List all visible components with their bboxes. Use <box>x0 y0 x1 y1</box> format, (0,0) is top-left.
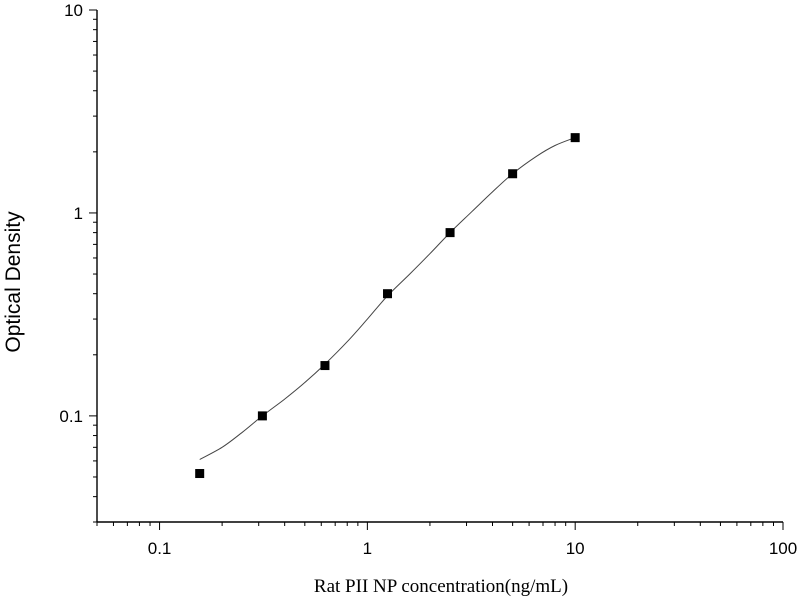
y-axis: 0.1 1 10 <box>59 1 97 523</box>
data-point <box>320 361 330 371</box>
data-point <box>195 469 205 479</box>
y-tick-label: 0.1 <box>59 407 83 426</box>
x-tick-label: 1 <box>363 539 372 558</box>
x-axis-title: Rat PII NP concentration(ng/mL) <box>314 576 568 597</box>
data-point <box>383 289 393 299</box>
y-axis-title: Optical Density <box>2 211 25 353</box>
x-tick-label: 10 <box>566 539 585 558</box>
data-point <box>257 411 267 421</box>
y-tick-label: 10 <box>64 1 83 20</box>
data-point <box>445 228 455 238</box>
data-points <box>195 133 580 479</box>
fit-curve-line <box>199 137 576 460</box>
x-axis: 0.1 1 10 100 <box>96 522 797 558</box>
data-point <box>508 169 518 179</box>
data-point <box>570 133 580 143</box>
y-tick-label: 1 <box>74 204 83 223</box>
x-tick-label: 100 <box>769 539 797 558</box>
plot-frame <box>96 10 783 523</box>
fit-curve <box>199 137 576 460</box>
x-tick-label: 0.1 <box>148 539 172 558</box>
